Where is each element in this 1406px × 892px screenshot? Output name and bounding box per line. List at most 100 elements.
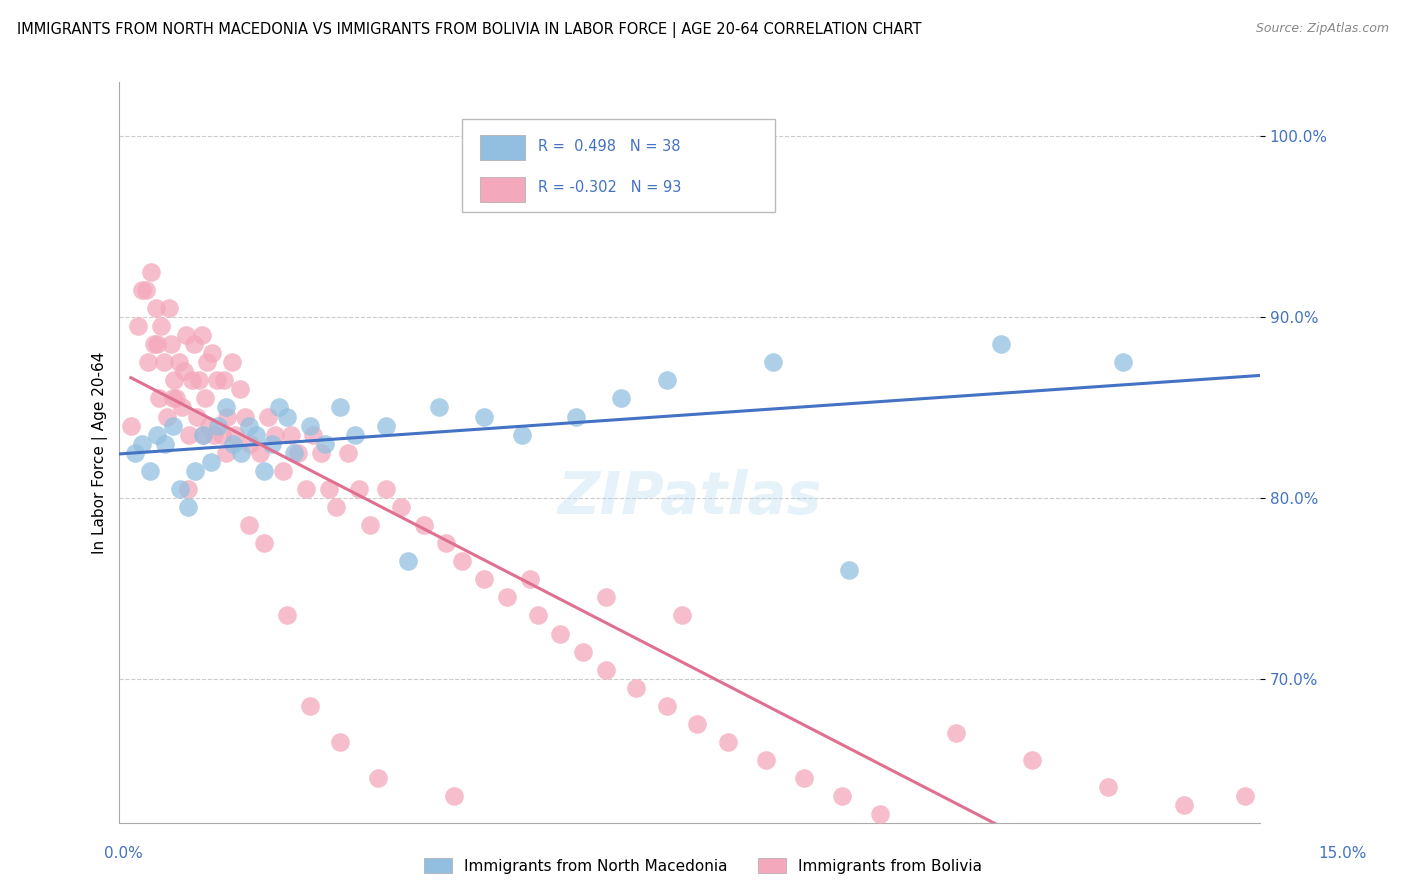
Point bbox=[762, 355, 785, 369]
Point bbox=[160, 337, 183, 351]
Text: R = -0.302   N = 93: R = -0.302 N = 93 bbox=[538, 180, 682, 195]
Point bbox=[396, 554, 419, 568]
FancyBboxPatch shape bbox=[479, 178, 526, 202]
Point bbox=[177, 482, 200, 496]
Point bbox=[427, 401, 450, 415]
Point bbox=[139, 464, 162, 478]
Point bbox=[671, 608, 693, 623]
Point bbox=[198, 418, 221, 433]
Point bbox=[298, 698, 321, 713]
Point bbox=[169, 482, 191, 496]
Point bbox=[184, 464, 207, 478]
Point bbox=[717, 735, 740, 749]
Point bbox=[145, 301, 167, 315]
Y-axis label: In Labor Force | Age 20-64: In Labor Force | Age 20-64 bbox=[93, 351, 108, 554]
Point bbox=[686, 717, 709, 731]
Point bbox=[655, 373, 678, 387]
Point bbox=[1021, 753, 1043, 767]
Point bbox=[496, 591, 519, 605]
Point bbox=[152, 355, 174, 369]
Point bbox=[443, 789, 465, 804]
Point bbox=[1173, 798, 1195, 813]
Point bbox=[1097, 780, 1119, 795]
Point bbox=[318, 482, 340, 496]
Point bbox=[183, 337, 205, 351]
Point bbox=[329, 735, 352, 749]
Point bbox=[201, 346, 224, 360]
Point bbox=[1112, 355, 1135, 369]
Point bbox=[131, 283, 153, 297]
Point bbox=[450, 554, 472, 568]
Point bbox=[180, 373, 202, 387]
Point bbox=[294, 482, 316, 496]
Point bbox=[238, 518, 260, 533]
Text: R =  0.498   N = 38: R = 0.498 N = 38 bbox=[538, 138, 681, 153]
Point bbox=[127, 319, 149, 334]
Text: Source: ZipAtlas.com: Source: ZipAtlas.com bbox=[1256, 22, 1389, 36]
Point bbox=[474, 572, 496, 586]
Point bbox=[325, 500, 347, 514]
Point bbox=[276, 608, 298, 623]
Point bbox=[655, 698, 678, 713]
Point bbox=[205, 373, 228, 387]
Point bbox=[166, 392, 188, 406]
Point bbox=[572, 645, 595, 659]
Point bbox=[945, 726, 967, 740]
Text: ZIPatlas: ZIPatlas bbox=[557, 468, 823, 525]
Point bbox=[238, 418, 260, 433]
Point bbox=[610, 392, 633, 406]
Point bbox=[195, 355, 218, 369]
Point bbox=[221, 355, 243, 369]
Point bbox=[186, 409, 208, 424]
Point bbox=[142, 337, 165, 351]
Point bbox=[347, 482, 370, 496]
Point bbox=[755, 753, 778, 767]
Legend: Immigrants from North Macedonia, Immigrants from Bolivia: Immigrants from North Macedonia, Immigra… bbox=[418, 852, 988, 880]
Point bbox=[162, 392, 184, 406]
Text: 15.0%: 15.0% bbox=[1319, 847, 1367, 861]
Point bbox=[269, 401, 291, 415]
Point bbox=[120, 418, 142, 433]
Point bbox=[177, 500, 200, 514]
Point bbox=[148, 392, 170, 406]
Point bbox=[595, 591, 617, 605]
Point bbox=[595, 663, 617, 677]
Point bbox=[207, 418, 229, 433]
Point bbox=[222, 436, 245, 450]
Point bbox=[215, 401, 238, 415]
Point bbox=[474, 409, 496, 424]
Point bbox=[162, 418, 184, 433]
Point bbox=[214, 373, 236, 387]
Point bbox=[626, 681, 648, 695]
Point bbox=[135, 283, 157, 297]
Point bbox=[155, 409, 177, 424]
Point bbox=[869, 807, 891, 822]
Point bbox=[179, 427, 201, 442]
Point bbox=[217, 409, 239, 424]
Point bbox=[224, 427, 246, 442]
Point bbox=[831, 789, 853, 804]
Point bbox=[550, 626, 572, 640]
Point bbox=[283, 446, 305, 460]
Text: IMMIGRANTS FROM NORTH MACEDONIA VS IMMIGRANTS FROM BOLIVIA IN LABOR FORCE | AGE : IMMIGRANTS FROM NORTH MACEDONIA VS IMMIG… bbox=[17, 22, 921, 38]
Point bbox=[163, 373, 186, 387]
Point bbox=[838, 563, 860, 577]
Point bbox=[309, 446, 332, 460]
Point bbox=[256, 409, 278, 424]
Point bbox=[271, 464, 294, 478]
Point bbox=[793, 771, 815, 785]
FancyBboxPatch shape bbox=[461, 119, 775, 211]
Point bbox=[1233, 789, 1256, 804]
Point bbox=[329, 401, 352, 415]
Point bbox=[990, 337, 1012, 351]
Point bbox=[211, 427, 233, 442]
Point bbox=[564, 409, 586, 424]
Point bbox=[367, 771, 389, 785]
Point bbox=[167, 355, 190, 369]
Point bbox=[229, 446, 252, 460]
Point bbox=[190, 328, 212, 343]
Point bbox=[336, 446, 359, 460]
Point bbox=[194, 392, 217, 406]
Point bbox=[157, 301, 180, 315]
Point bbox=[146, 337, 169, 351]
